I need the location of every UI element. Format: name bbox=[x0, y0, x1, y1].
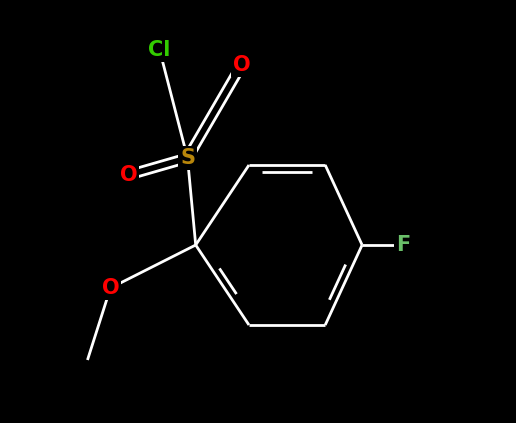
Text: O: O bbox=[120, 165, 137, 185]
Text: S: S bbox=[180, 148, 195, 168]
Text: Cl: Cl bbox=[149, 40, 171, 60]
Text: O: O bbox=[102, 278, 119, 298]
Text: F: F bbox=[396, 235, 410, 255]
Text: O: O bbox=[233, 55, 250, 75]
